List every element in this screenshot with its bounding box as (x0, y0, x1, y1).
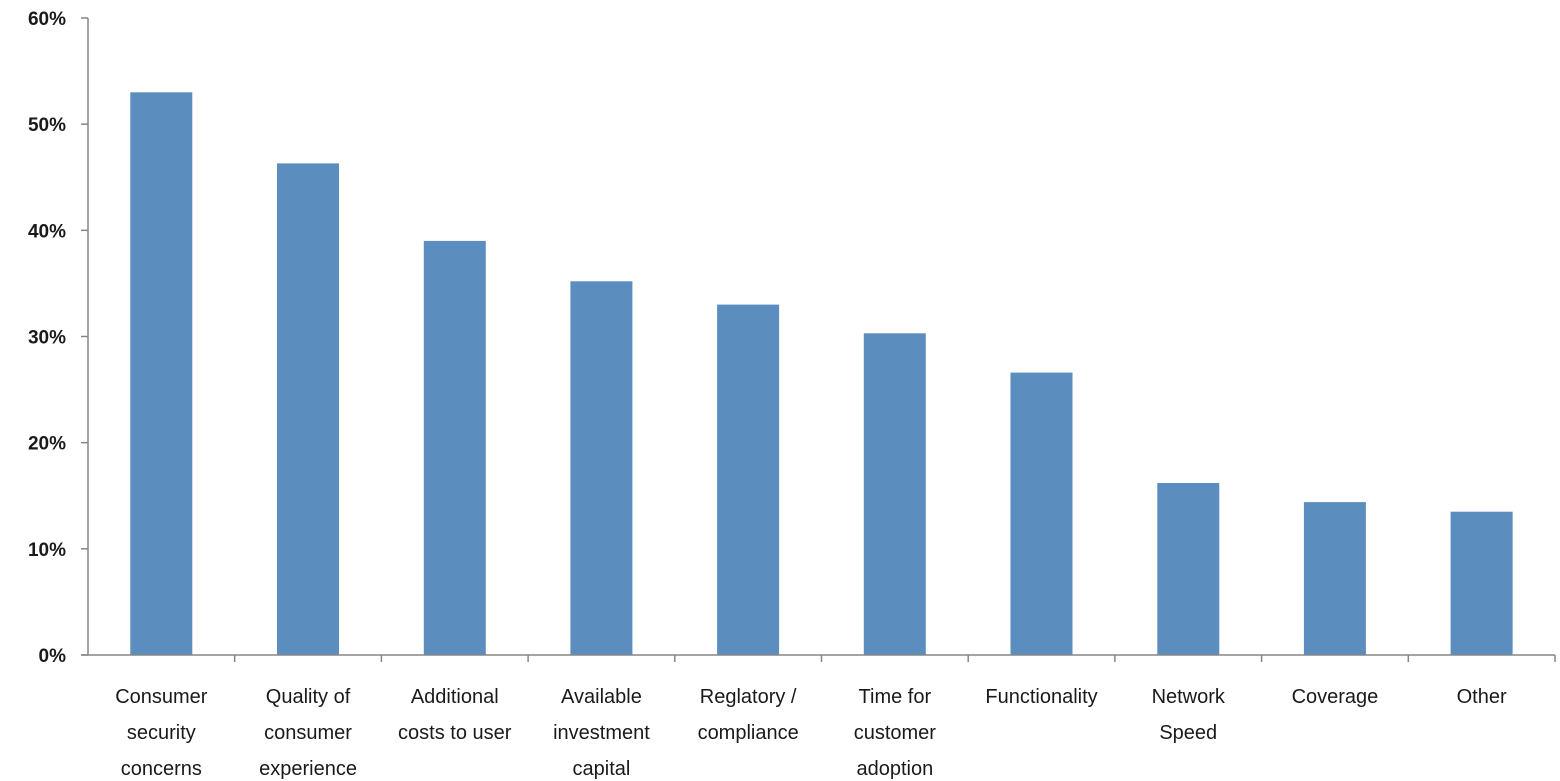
x-tick-label: Quality of consumer experience (259, 686, 357, 780)
x-tick-label: Coverage (1292, 686, 1379, 708)
x-tick-label: Consumer security concerns (115, 686, 208, 780)
y-tick-label: 0% (39, 646, 67, 667)
bar-3 (570, 281, 633, 655)
bar-8 (1303, 502, 1366, 655)
bar-7 (1157, 483, 1220, 655)
x-tick-label: Other (1457, 686, 1507, 708)
bar-0 (130, 92, 193, 656)
bar-6 (1010, 372, 1073, 655)
x-tick-label: Additional costs to user (398, 686, 512, 744)
y-tick-label: 10% (28, 540, 66, 561)
x-tick-label: Network Speed (1152, 686, 1226, 744)
x-tick-label: Reglatory / compliance (698, 686, 799, 744)
bar-9 (1450, 511, 1513, 655)
x-ticks-group: Consumer security concerns Quality of consum… (115, 655, 1556, 780)
x-tick-label: Functionality (985, 686, 1097, 708)
y-tick-label: 50% (28, 115, 66, 136)
bar-1 (277, 163, 339, 655)
bars-group (130, 92, 1513, 656)
y-tick-label: 40% (28, 221, 66, 242)
y-ticks-group: 0% 10% 20% 30% 40% 50% 60% (28, 9, 88, 667)
y-tick-label: 20% (28, 434, 66, 455)
x-tick-label: Time for customer adoption (854, 686, 937, 780)
bar-2 (423, 240, 486, 655)
y-tick-label: 60% (28, 9, 66, 30)
bar-4 (717, 304, 780, 655)
x-tick-label: Available investment capital (553, 686, 650, 780)
bar-5 (863, 333, 926, 655)
y-tick-label: 30% (28, 328, 66, 349)
